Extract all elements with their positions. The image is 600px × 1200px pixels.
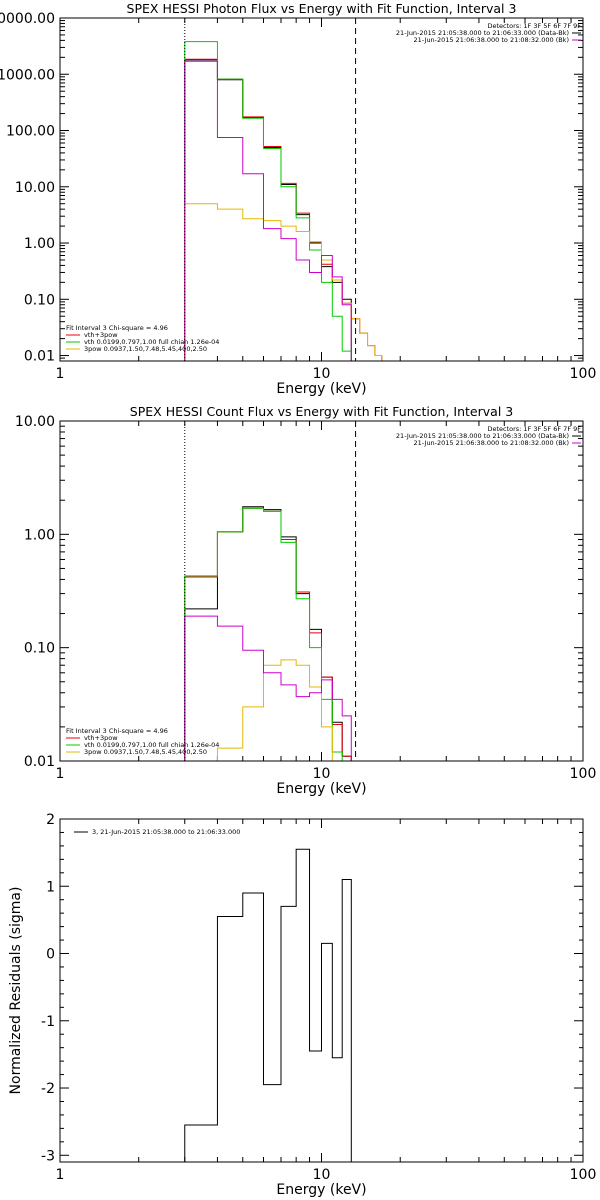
- header-line: Detectors: 1F 3F 5F 6F 7F 9F: [487, 425, 581, 433]
- x-tick-label: 10: [313, 366, 331, 382]
- series-line: [184, 507, 343, 761]
- legend-label: 3, 21-Jun-2015 21:05:38.000 to 21:06:33.…: [92, 828, 240, 836]
- series-group: [184, 506, 352, 761]
- series-line: [184, 41, 352, 361]
- header-block: Detectors: 1F 3F 5F 6F 7F 9F21-Jun-2015 …: [396, 425, 581, 447]
- y-tick-label: 1: [46, 879, 55, 895]
- y-tick-label: -3: [41, 1148, 55, 1164]
- x-axis-label: Energy (keV): [276, 781, 366, 797]
- x-tick-label: 10: [313, 766, 331, 782]
- y-axis: 0.01 0.10 1.00 10.00 100.00 1000.00 0000.00: [0, 11, 583, 365]
- legend-label: Fit Interval 3 Chi-square = 4.96: [66, 324, 168, 332]
- panel-2: SPEX HESSI Count Flux vs Energy with Fit…: [15, 404, 597, 797]
- y-tick-label: -2: [41, 1081, 55, 1097]
- y-tick-label: 1000.00: [0, 67, 55, 83]
- x-tick-label: 100: [570, 1167, 597, 1183]
- x-axis: 1 10 100 Energy (keV): [56, 18, 597, 397]
- series-line: [184, 203, 383, 361]
- y-tick-label: 1.00: [24, 527, 55, 543]
- y-tick-label: 0.10: [24, 292, 55, 308]
- x-axis: 1 10 100 Energy (keV): [56, 819, 597, 1198]
- y-tick-label: 10.00: [15, 180, 55, 196]
- y-tick-label: 0: [46, 947, 55, 963]
- legend-label: vth+3pow: [84, 734, 118, 742]
- series-line: [184, 60, 352, 361]
- y-axis: -3 -2 -1 0 1 2 Normalized Residuals (sigma): [8, 812, 583, 1164]
- x-tick-label: 100: [570, 366, 597, 382]
- x-axis: 1 10 100 Energy (keV): [56, 421, 597, 797]
- y-tick-label: 0000.00: [0, 11, 55, 27]
- y-tick-label: 1.00: [24, 236, 55, 252]
- legend-label: Fit Interval 3 Chi-square = 4.96: [66, 727, 168, 735]
- y-tick-label: 2: [46, 812, 55, 828]
- header-line: 21-Jun-2015 21:05:38.000 to 21:06:33.000…: [396, 29, 569, 37]
- x-tick-label: 10: [313, 1167, 331, 1183]
- x-tick-label: 1: [56, 366, 65, 382]
- plot-frame: [59, 818, 584, 1163]
- legend-label: 3pow 0.0937,1.50,7.48,5.45,400,2.50: [84, 748, 207, 756]
- legend-label: vth 0.0199,0.797,1.00 full chian 1.26e-0…: [84, 338, 219, 346]
- x-tick-label: 100: [570, 766, 597, 782]
- x-tick-label: 1: [56, 1167, 65, 1183]
- plot-frame: [59, 420, 584, 762]
- series-line: [184, 58, 383, 361]
- header-line: 21-Jun-2015 21:05:38.000 to 21:06:33.000…: [396, 432, 569, 440]
- y-tick-label: -1: [41, 1014, 55, 1030]
- x-tick-label: 1: [56, 766, 65, 782]
- y-tick-label: 0.10: [24, 641, 55, 657]
- panel-1: SPEX HESSI Photon Flux vs Energy with Fi…: [0, 1, 596, 397]
- panel-3: 1 10 100 Energy (keV) -3 -2 -1 0 1 2 Normalized Re…: [8, 812, 596, 1198]
- header-line: 21-Jun-2015 21:06:38.000 to 21:08:32.000…: [414, 36, 569, 44]
- legend-label: vth+3pow: [84, 331, 118, 339]
- header-line: 21-Jun-2015 21:06:38.000 to 21:08:32.000…: [414, 439, 569, 447]
- y-axis-label: Normalized Residuals (sigma): [8, 887, 24, 1095]
- x-axis-label: Energy (keV): [276, 1182, 366, 1198]
- y-axis: 0.01 0.10 1.00 10.00: [15, 414, 583, 770]
- legend: Fit Interval 3 Chi-square = 4.96vth+3pow…: [66, 727, 219, 756]
- series-group: [184, 41, 383, 361]
- series-group: [184, 848, 352, 1162]
- legend-label: vth 0.0199,0.797,1.00 full chian 1.26e-0…: [84, 741, 219, 749]
- series-line: [184, 848, 352, 1162]
- y-tick-label: 10.00: [15, 414, 55, 430]
- y-tick-label: 0.01: [24, 754, 55, 770]
- header-line: Detectors: 1F 3F 5F 6F 7F 9F: [487, 22, 581, 30]
- legend: Fit Interval 3 Chi-square = 4.96vth+3pow…: [66, 324, 219, 353]
- chart-title: SPEX HESSI Photon Flux vs Energy with Fi…: [127, 1, 517, 16]
- x-axis-label: Energy (keV): [276, 381, 366, 397]
- series-line: [216, 659, 333, 761]
- y-tick-label: 100.00: [6, 124, 55, 140]
- series-line: [184, 615, 352, 761]
- header-block: Detectors: 1F 3F 5F 6F 7F 9F21-Jun-2015 …: [396, 22, 581, 44]
- plot-frame: [59, 17, 584, 362]
- series-line: [184, 506, 352, 761]
- legend-label: 3pow 0.0937,1.50,7.48,5.45,400,2.50: [84, 345, 207, 353]
- y-tick-label: 0.01: [24, 349, 55, 365]
- legend: 3, 21-Jun-2015 21:05:38.000 to 21:06:33.…: [74, 828, 240, 836]
- chart-title: SPEX HESSI Count Flux vs Energy with Fit…: [130, 404, 513, 419]
